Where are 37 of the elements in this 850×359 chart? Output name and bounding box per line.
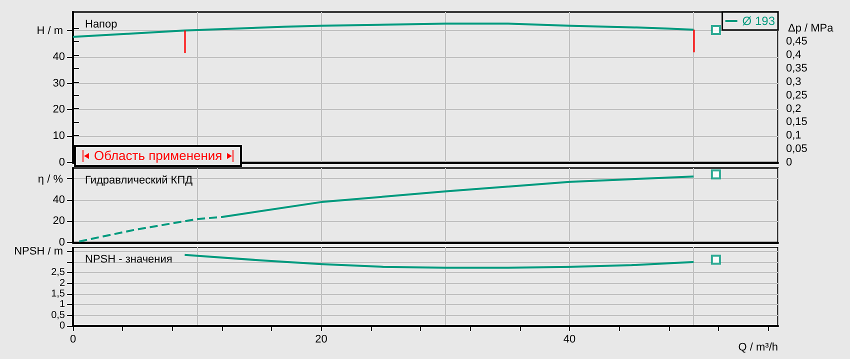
text: NPSH - значения	[85, 254, 172, 266]
x-axis-title: Q / m³/h	[738, 342, 778, 354]
x-tick-label: 40	[563, 334, 576, 346]
annotation: Область применения	[94, 147, 222, 165]
y-tick-label: 2	[59, 278, 66, 289]
y-tick-label: 1,5	[51, 288, 66, 300]
y2-tick-label: 0	[786, 156, 792, 168]
y-tick-label: 30	[52, 77, 65, 90]
x-tick-label: 0	[70, 334, 76, 346]
text: Напор	[85, 18, 118, 30]
y-tick-label: 20	[52, 104, 65, 116]
y-axis-title: η / %	[38, 173, 64, 186]
line-series	[184, 254, 695, 269]
y2-tick-label: 0,45	[786, 36, 808, 48]
y-tick-label: 0,5	[51, 310, 66, 321]
y-tick-label: 2,5	[51, 267, 66, 278]
y2-tick-label: 0,25	[786, 89, 808, 102]
y2-tick-label: 0,4	[786, 49, 802, 61]
y2-tick-label: 0,3	[786, 76, 802, 88]
y-tick-label: 1	[59, 299, 66, 310]
y-tick-label: 40	[52, 194, 65, 206]
x-tick-label: 20	[315, 334, 328, 346]
y-tick-label: 0	[59, 320, 66, 332]
legend-label: Ø 193	[742, 14, 776, 28]
y2-tick-label: 0,1	[786, 130, 802, 142]
text: Гидравлический КПД	[85, 174, 194, 186]
y2-tick-label: 0,2	[786, 102, 802, 115]
y2-axis-title: Δp / MPa	[788, 22, 834, 35]
y-tick-label: 40	[52, 50, 65, 63]
y2-tick-label: 0,15	[786, 116, 808, 128]
y2-tick-label: 0,05	[786, 143, 808, 156]
y-tick-label: 10	[52, 130, 65, 142]
y-axis-title: H / m	[36, 25, 63, 38]
y2-tick-label: 0,35	[786, 62, 808, 74]
y-tick-label: 0	[58, 236, 65, 248]
y-tick-label: 0	[58, 156, 65, 168]
y-tick-label: 20	[52, 215, 65, 228]
